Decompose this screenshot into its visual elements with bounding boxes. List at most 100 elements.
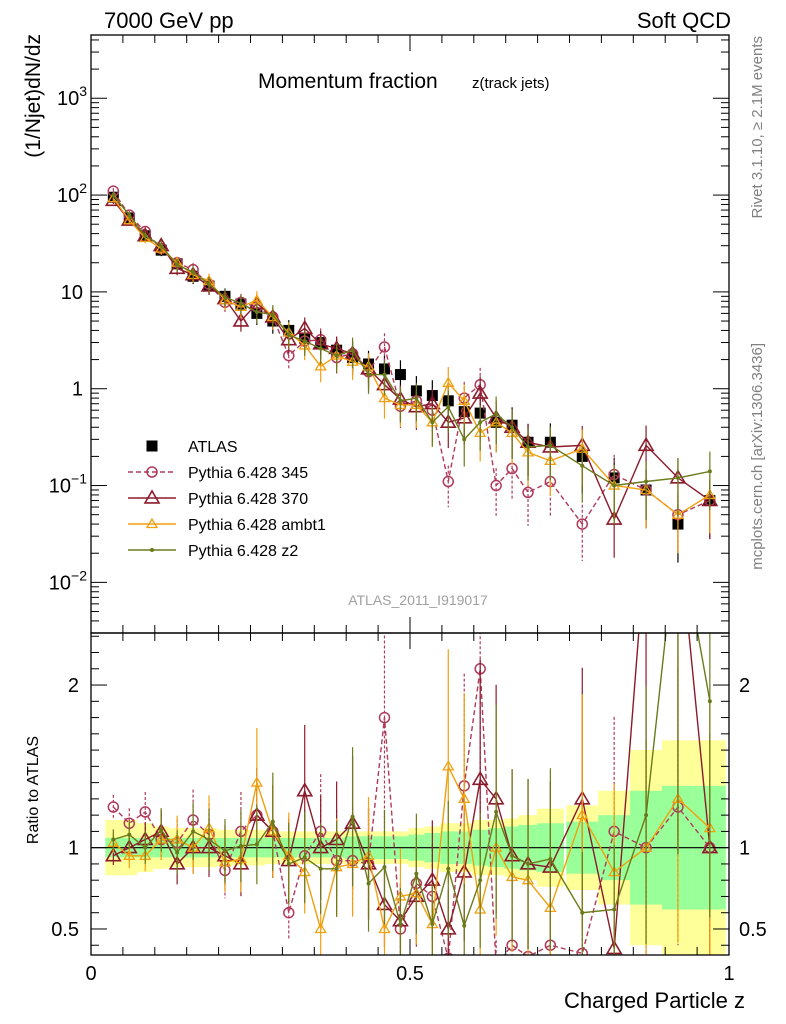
y-tick-label: 102: [57, 180, 87, 207]
data-point: [270, 819, 275, 824]
data-point: [458, 792, 471, 804]
ratio-ylabel: Ratio to ATLAS: [25, 736, 42, 844]
mcplots-label: mcplots.cern.ch [arXiv:1306.3436]: [749, 343, 766, 570]
data-point: [318, 346, 323, 351]
data-point: [238, 301, 243, 306]
data-point: [576, 518, 589, 530]
series-line: [112, 668, 711, 955]
data-point: [378, 922, 391, 934]
data-point: [639, 532, 653, 544]
data-point: [159, 827, 164, 832]
data-point: [127, 832, 132, 837]
ratio-xlabel: Charged Particle z: [564, 988, 745, 1013]
data-point: [526, 861, 531, 866]
data-point: [143, 845, 148, 850]
data-point: [446, 866, 451, 871]
x-tick-label: 0.5: [396, 963, 424, 985]
data-point: [430, 420, 435, 425]
data-point: [107, 801, 120, 813]
data-point: [478, 420, 483, 425]
data-point: [207, 837, 212, 842]
data-point: [414, 871, 419, 876]
data-point: [471, 770, 489, 786]
data-point: [334, 353, 339, 358]
data-point: [478, 878, 483, 883]
data-point: [462, 437, 467, 442]
data-point: [222, 848, 227, 853]
y-tick-label: 10: [61, 282, 83, 304]
rivet-label: Rivet 3.1.10, ≥ 2.1M events: [749, 36, 766, 219]
legend: ATLAS Pythia 6.428 345 Pythia 6.428 370 Pyt…: [128, 439, 326, 560]
data-point: [286, 861, 291, 866]
main-panel: 10−2 10−1 1 10 102 103: [49, 34, 730, 634]
data-point: [458, 394, 471, 405]
data-point: [318, 866, 323, 871]
data-point: [283, 906, 295, 919]
data-point: [143, 233, 148, 238]
data-point: [526, 445, 531, 450]
header-right: Soft QCD: [637, 8, 731, 33]
data-point: [494, 809, 499, 814]
data-point: [490, 479, 502, 492]
legend-marker: [146, 440, 158, 452]
y-tick-label: 1: [72, 379, 83, 401]
legend-label: Pythia 6.428 345: [188, 465, 308, 482]
legend-item: Pythia 6.428 ambt1: [128, 517, 326, 534]
data-point: [398, 922, 403, 927]
data-point: [296, 782, 314, 797]
legend-label: Pythia 6.428 370: [188, 491, 308, 508]
data-point: [207, 282, 212, 287]
data-point: [238, 844, 243, 849]
data-point: [191, 829, 196, 834]
legend-label: Pythia 6.428 z2: [188, 543, 298, 560]
ratio-y-tick-label-right: 0.5: [739, 919, 767, 941]
data-point: [191, 270, 196, 275]
data-point: [382, 865, 387, 870]
data-point: [442, 376, 455, 387]
data-point: [222, 295, 227, 300]
data-point: [580, 910, 585, 915]
data-point: [127, 213, 132, 218]
legend-label: ATLAS: [188, 439, 238, 456]
main-ylabel: (1/Njet)dN/dz: [22, 34, 45, 158]
data-point: [175, 850, 180, 855]
data-point: [576, 808, 589, 820]
legend-marker: [143, 489, 161, 504]
data-point: [314, 922, 327, 934]
data-point: [394, 369, 406, 381]
data-point: [491, 960, 501, 970]
data-point: [644, 479, 649, 484]
data-point: [350, 814, 355, 819]
data-point: [302, 855, 307, 860]
y-tick-label: 103: [57, 83, 87, 110]
watermark: ATLAS_2011_I919017: [348, 592, 488, 608]
data-point: [442, 760, 455, 771]
main-title-sub: z(track jets): [472, 75, 550, 92]
main-title: Momentum fraction: [258, 70, 438, 93]
data-point: [254, 309, 259, 314]
data-point: [430, 922, 435, 927]
ratio-y-tick-label: 0.5: [51, 919, 79, 941]
legend-marker: [146, 466, 158, 478]
data-point: [378, 341, 391, 353]
data-point: [168, 259, 186, 275]
data-point: [637, 436, 655, 452]
data-point: [612, 907, 617, 912]
series-pythia-6-428-z2: [111, 633, 712, 955]
data-point: [350, 348, 355, 353]
data-point: [334, 866, 339, 871]
y-tick-label: 10−2: [49, 567, 87, 594]
series-pythia-6-428-z2: [111, 191, 712, 525]
ratio-panel: 0 0.5 10.5 0.51 12 2: [51, 532, 767, 985]
ratio-y-tick-label-right: 1: [739, 838, 750, 860]
data-point: [462, 923, 467, 928]
x-tick-label: 1: [723, 963, 734, 985]
data-point: [398, 398, 403, 403]
data-point: [382, 372, 387, 377]
legend-item: Pythia 6.428 345: [128, 465, 308, 482]
data-point: [111, 837, 116, 842]
data-point: [644, 813, 649, 818]
data-point: [139, 806, 151, 818]
legend-item: Pythia 6.428 z2: [128, 543, 298, 560]
data-point: [302, 339, 307, 344]
